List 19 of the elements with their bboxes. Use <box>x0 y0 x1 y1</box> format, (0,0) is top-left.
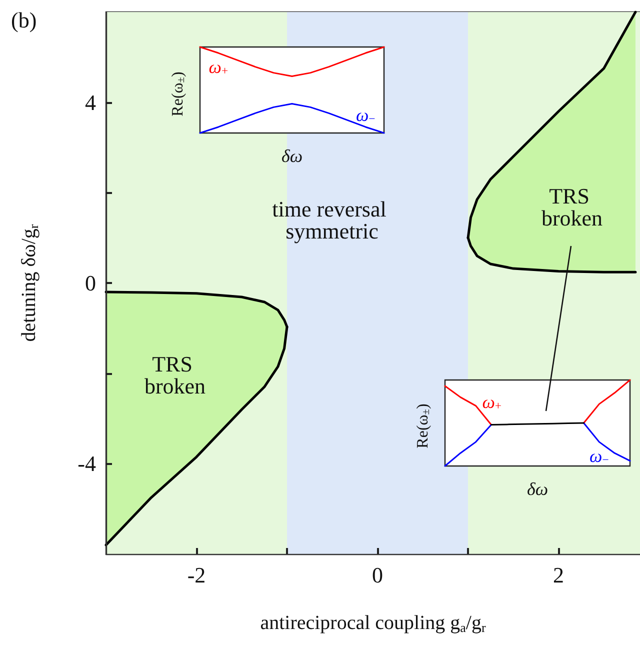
x-tick-label: 0 <box>372 562 384 588</box>
series-label: ω+ <box>482 392 502 412</box>
series-label: ω+ <box>208 57 228 78</box>
x-axis-title: δω <box>281 146 303 166</box>
annotation: time reversal symmetric <box>272 196 392 244</box>
y-tick-label: 4 <box>85 90 96 115</box>
chart-title: (b) <box>11 8 37 32</box>
y-tick-label: 0 <box>85 270 96 296</box>
x-tick-label: -2 <box>187 562 206 588</box>
x-axis-title: δω <box>526 479 548 499</box>
y-axis-title: Re(ω±) <box>170 72 188 116</box>
annotation: TRS broken <box>541 184 603 230</box>
series-label: ω− <box>356 104 376 126</box>
y-axis-title: Re(ω±) <box>414 404 432 448</box>
y-axis-title: detuning δω/gr <box>18 224 41 342</box>
y-tick-label: -4 <box>78 451 96 476</box>
x-tick-label: 2 <box>553 562 564 588</box>
series-label: ω− <box>590 446 610 466</box>
annotation: TRS broken <box>144 352 206 398</box>
